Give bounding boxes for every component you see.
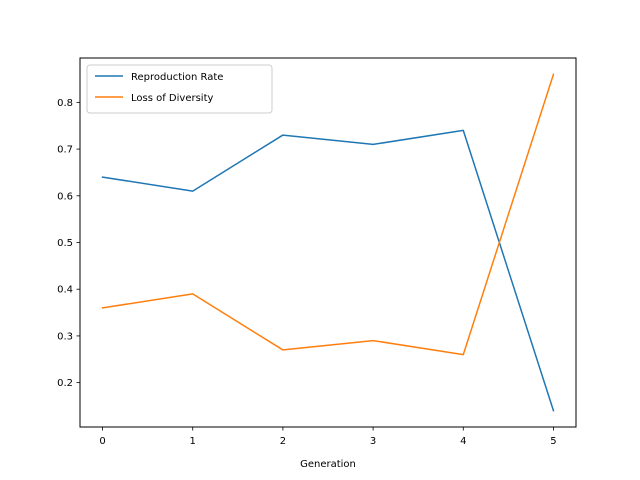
series-layer: [101, 73, 555, 412]
legend-label-1: Reproduction Rate: [131, 72, 223, 83]
y-tick-label: 0.4: [57, 285, 73, 296]
x-axis: 0 1 2 3 4 5: [99, 427, 557, 447]
x-tick-label: 0: [99, 436, 105, 447]
y-tick-label: 0.3: [57, 331, 73, 342]
y-tick-label: 0.8: [57, 98, 73, 109]
x-tick-label: 3: [370, 436, 376, 447]
series-line-2: [101, 73, 555, 356]
legend-box: [86, 64, 273, 114]
x-tick-label: 2: [280, 436, 286, 447]
y-axis: 0.2 0.3 0.4 0.5 0.6 0.7 0.8: [57, 98, 80, 389]
y-tick-label: 0.6: [57, 191, 73, 202]
x-tick-label: 4: [460, 436, 466, 447]
legend-label-2: Loss of Diversity: [131, 93, 213, 104]
x-tick-label: 5: [550, 436, 556, 447]
x-tick-label: 1: [190, 436, 196, 447]
y-tick-label: 0.5: [57, 238, 73, 249]
series-line-1: [101, 129, 555, 412]
y-tick-label: 0.7: [57, 145, 73, 156]
x-axis-label: Generation: [300, 459, 356, 470]
legend: Reproduction Rate Loss of Diversity: [86, 64, 273, 114]
y-tick-label: 0.2: [57, 378, 73, 389]
